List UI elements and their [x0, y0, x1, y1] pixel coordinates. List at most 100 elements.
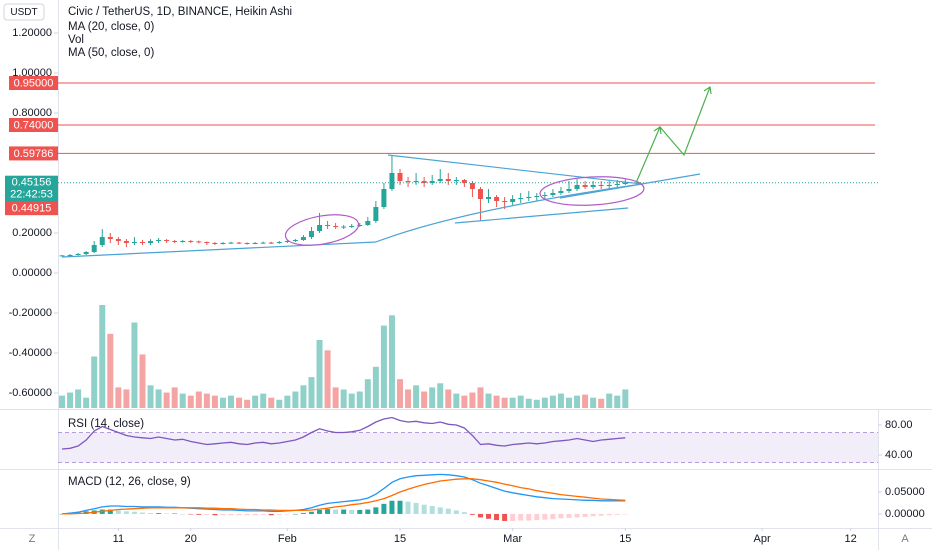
- macd-histogram-bar: [510, 513, 516, 521]
- volume-bar: [477, 387, 484, 408]
- candle-body: [67, 255, 73, 256]
- price-label-box: [9, 146, 58, 161]
- candle-body: [83, 252, 89, 254]
- macd-histogram-bar: [373, 507, 379, 514]
- x-tick-label: 20: [185, 533, 197, 545]
- volume-bar: [308, 377, 315, 408]
- candle-body: [437, 179, 443, 181]
- macd-histogram-bar: [220, 513, 226, 516]
- macd-histogram-bar: [115, 510, 121, 514]
- y-tick-label: 0.00000: [12, 267, 52, 279]
- volume-bar: [421, 391, 428, 408]
- macd-histogram-bar: [204, 513, 210, 515]
- volume-bar: [276, 399, 283, 408]
- macd-line: [61, 473, 626, 515]
- candle-body: [236, 242, 242, 244]
- volume-bar: [139, 354, 146, 408]
- volume-bar: [147, 385, 154, 408]
- legend-item: MA (50, close, 0): [68, 47, 154, 59]
- volume-bar: [59, 395, 66, 408]
- legend-item: Vol: [68, 34, 84, 46]
- macd-histogram-bar: [317, 509, 323, 514]
- candle-body: [292, 240, 298, 241]
- candle-body: [180, 241, 186, 242]
- trend-line: [61, 241, 377, 258]
- macd-histogram-bar: [421, 504, 427, 514]
- volume-bar: [437, 383, 444, 408]
- volume-bar: [340, 389, 347, 408]
- y-tick-label: 0.05000: [885, 486, 925, 498]
- macd-histogram-bar: [292, 513, 298, 515]
- currency-button[interactable]: [3, 3, 45, 21]
- right-button[interactable]: A: [901, 533, 909, 545]
- y-tick-label: -0.20000: [9, 307, 52, 319]
- candle-body: [172, 241, 178, 242]
- macd-histogram-bar: [284, 513, 290, 515]
- volume-bar: [565, 397, 572, 408]
- volume-bar: [533, 399, 540, 408]
- candle-body: [381, 189, 387, 207]
- macd-histogram-bar: [389, 500, 395, 514]
- macd-histogram-bar: [244, 513, 250, 516]
- candle-body: [308, 231, 314, 237]
- trend-line: [375, 183, 643, 243]
- macd-histogram-bar: [461, 512, 467, 514]
- macd-histogram-bar: [260, 513, 266, 515]
- y-tick-label: 80.00: [885, 419, 913, 431]
- candle-body: [534, 196, 540, 197]
- macd-histogram-bar: [349, 509, 355, 514]
- candle-body: [196, 241, 202, 243]
- volume-bar: [83, 397, 90, 408]
- candle-body: [477, 189, 483, 199]
- y-tick-label: -0.40000: [9, 347, 52, 359]
- volume-bar: [501, 397, 508, 408]
- volume-bar: [332, 387, 339, 408]
- candle-body: [566, 189, 572, 191]
- x-tick-label: Feb: [278, 533, 297, 545]
- macd-histogram-bar: [365, 509, 371, 514]
- projection-arrow: [635, 86, 711, 184]
- x-tick-label: 12: [845, 533, 857, 545]
- volume-bar: [372, 366, 379, 408]
- volume-bar: [179, 393, 186, 408]
- volume-bar: [260, 393, 267, 408]
- rsi-title: RSI (14, close): [68, 418, 144, 430]
- last-price-box: [5, 175, 58, 202]
- volume-bar: [509, 397, 516, 408]
- macd-line: [61, 478, 626, 515]
- candle-body: [91, 245, 97, 252]
- candle-body: [204, 242, 210, 243]
- candle-body: [115, 239, 121, 241]
- candle-body: [622, 182, 628, 184]
- volume-bar: [469, 392, 476, 408]
- price-label: 0.59786: [14, 148, 54, 160]
- drawings: [61, 85, 712, 258]
- volume-bar: [405, 389, 412, 408]
- macd-histogram-bar: [252, 513, 258, 516]
- y-tick-label: -0.60000: [9, 387, 52, 399]
- candle-body: [164, 240, 170, 241]
- x-tick-label: 15: [394, 533, 406, 545]
- volume-bar: [228, 395, 235, 408]
- macd-histogram-bar: [139, 512, 145, 514]
- macd-histogram-bar: [477, 513, 483, 518]
- macd-histogram-bar: [502, 513, 508, 521]
- left-button[interactable]: Z: [29, 533, 36, 545]
- volume-bar: [324, 350, 331, 408]
- candle-body: [325, 225, 331, 226]
- macd-histogram-bar: [582, 513, 588, 518]
- macd-histogram-bar: [341, 509, 347, 514]
- currency-label[interactable]: USDT: [10, 7, 37, 18]
- macd-histogram-bar: [566, 513, 572, 518]
- candle-body: [333, 226, 339, 227]
- candle-body: [244, 243, 250, 244]
- price-label-box: [9, 118, 58, 132]
- volume-bar: [485, 393, 492, 408]
- macd-histogram-bar: [550, 513, 556, 520]
- candle-body: [397, 173, 403, 181]
- volume-bar: [67, 392, 74, 408]
- volume-bar: [107, 333, 114, 408]
- candle-body: [429, 181, 435, 183]
- volume-bar: [557, 393, 564, 408]
